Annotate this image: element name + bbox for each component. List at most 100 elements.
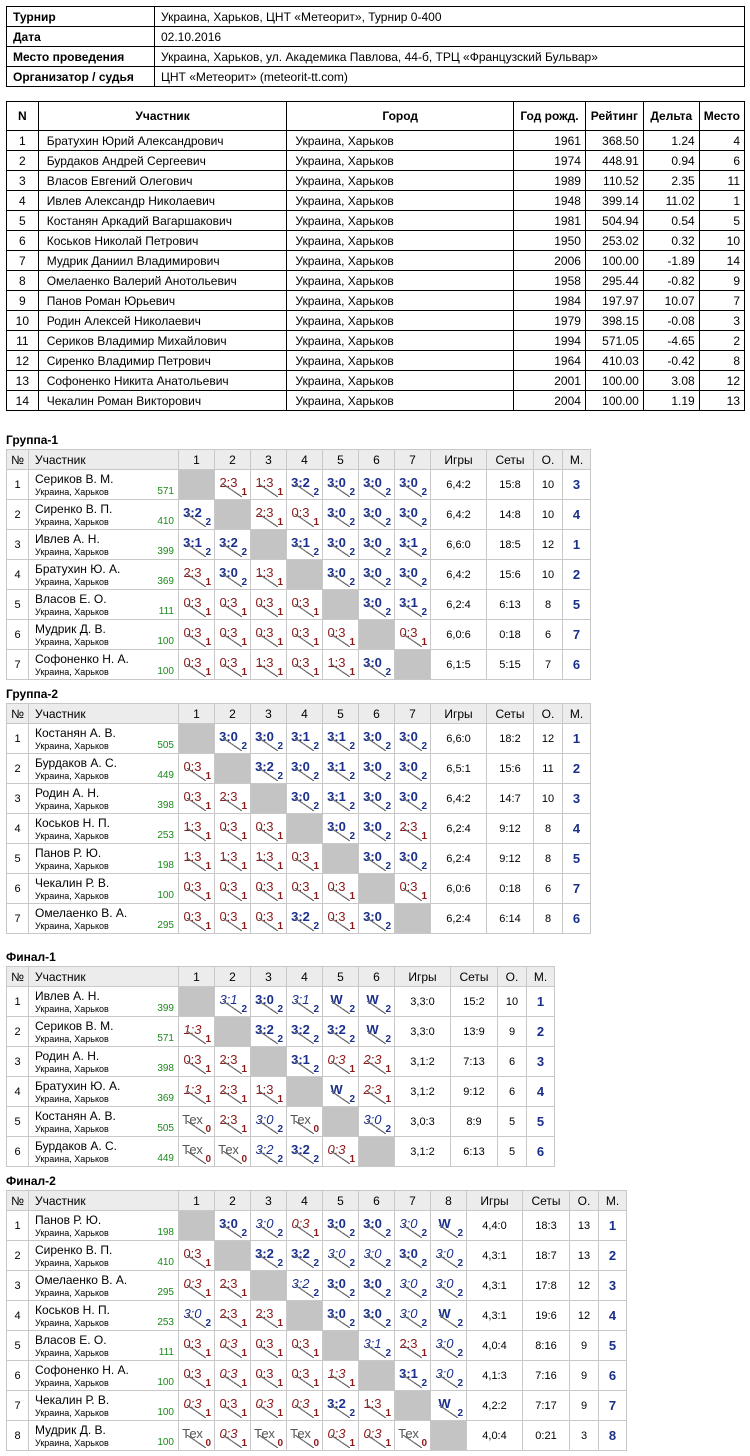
result-slash: [295, 1225, 314, 1238]
result-slash: [187, 1151, 206, 1164]
result-slash: [187, 918, 206, 931]
participant-cell: 571.05: [584, 330, 644, 351]
match-result-cell: 0:3 1: [286, 499, 323, 530]
result-points: 2: [421, 607, 427, 618]
result-points: 2: [385, 517, 391, 528]
participant-cell: Украина, Харьков: [286, 370, 515, 391]
result-points: 1: [277, 667, 283, 678]
player-rating: 410: [157, 516, 174, 527]
group-row: 6 Чекалин Р. В. Украина, Харьков 100 0:3 1 0:3…: [6, 873, 591, 904]
match-result-cell: Тех 0: [250, 1420, 287, 1451]
sets-stat: 17:8: [522, 1270, 570, 1301]
participant-cell: 1948: [513, 190, 586, 211]
match-result-cell: 0:3 1: [214, 649, 251, 680]
result-slash: [223, 1151, 242, 1164]
participant-cell: Украина, Харьков: [286, 150, 515, 171]
group-header-row: № Участник 1 2 3 4 5 6 7 Игры Сеты О. М.: [6, 449, 591, 470]
result-slash: [259, 768, 278, 781]
result-slash: [331, 798, 350, 811]
place-stat: 5: [526, 1106, 555, 1137]
player-name: Панов Р. Ю.: [35, 1213, 102, 1227]
row-number: 3: [6, 1046, 29, 1077]
result-points: 2: [277, 1154, 283, 1165]
info-row: Организатор / судья ЦНТ «Метеорит» (meteo…: [6, 66, 745, 87]
match-result-cell: 1:3 1: [250, 649, 287, 680]
result-slash: [295, 1375, 314, 1388]
match-result-cell: 3:0 2: [250, 1210, 287, 1241]
place-stat: 2: [526, 1016, 555, 1047]
match-result-cell: 0:3 1: [250, 1360, 287, 1391]
player-cell: Братухин Ю. А. Украина, Харьков 369: [28, 1076, 179, 1107]
result-points: 1: [277, 1408, 283, 1419]
result-points: 1: [241, 1064, 247, 1075]
result-slash: [295, 1345, 314, 1358]
result-points: 1: [349, 1438, 355, 1449]
match-result-cell: 3:0 2: [430, 1330, 467, 1361]
group-header-cell: 7: [394, 449, 431, 470]
sets-stat: 18:3: [522, 1210, 570, 1241]
match-result-cell: 0:3 1: [214, 1360, 251, 1391]
result-points: 2: [349, 1034, 355, 1045]
group-row: 2 Сиренко В. П. Украина, Харьков 410 3:2 2 2:3…: [6, 499, 591, 530]
place-stat: 6: [562, 903, 591, 934]
result-points: 2: [277, 1228, 283, 1239]
group-row: 4 Коськов Н. П. Украина, Харьков 253 1:3 1 0:3…: [6, 813, 591, 844]
result-points: 1: [205, 1034, 211, 1045]
self-match-cell: [358, 619, 395, 650]
place-stat: 2: [562, 559, 591, 590]
match-result-cell: 0:3 1: [322, 1420, 359, 1451]
participant-cell: Сериков Владимир Михайлович: [37, 330, 288, 351]
match-result-cell: 2:3 1: [214, 1300, 251, 1331]
sets-stat: 19:6: [522, 1300, 570, 1331]
match-result-cell: 3:0 2: [358, 783, 395, 814]
group-row: 1 Ивлев А. Н. Украина, Харьков 399 3:1 2 3:0 2 3…: [6, 986, 555, 1017]
games-stat: 6,1:5: [430, 649, 487, 680]
self-match-cell: [358, 1136, 395, 1167]
sets-stat: 7:16: [522, 1360, 570, 1391]
self-match-cell: [358, 1360, 395, 1391]
result-points: 1: [241, 1378, 247, 1389]
points-stat: 12: [569, 1300, 599, 1331]
match-result-cell: 3:0 2: [322, 529, 359, 560]
participant-cell: 295.44: [584, 270, 644, 291]
participant-cell: Панов Роман Юрьевич: [37, 290, 288, 311]
player-city: Украина, Харьков: [35, 1004, 109, 1014]
participant-cell: Софоненко Никита Анатольевич: [37, 370, 288, 391]
place-stat: 2: [562, 753, 591, 784]
result-slash: [295, 1121, 314, 1134]
player-city: Украина, Харьков: [35, 1288, 109, 1298]
result-slash: [331, 828, 350, 841]
result-slash: [295, 604, 314, 617]
player-name: Чекалин Р. В.: [35, 876, 110, 890]
result-slash: [259, 1121, 278, 1134]
result-slash: [367, 1435, 386, 1448]
result-slash: [367, 1255, 386, 1268]
self-match-cell: [394, 1390, 431, 1421]
group-header-cell: 6: [358, 703, 395, 724]
participant-cell: 1974: [513, 150, 586, 171]
games-stat: 6,2:4: [430, 843, 487, 874]
result-slash: [331, 634, 350, 647]
result-slash: [187, 888, 206, 901]
games-stat: 4,0:4: [466, 1420, 523, 1451]
player-cell: Панов Р. Ю. Украина, Харьков 198: [28, 1210, 179, 1241]
match-result-cell: 3:0 2: [214, 559, 251, 590]
group-row: 1 Сериков В. М. Украина, Харьков 571 2:3 1 1:3…: [6, 469, 591, 500]
match-result-cell: 0:3 1: [322, 619, 359, 650]
player-city: Украина, Харьков: [35, 1064, 109, 1074]
match-result-cell: 0:3 1: [250, 873, 287, 904]
result-slash: [259, 1375, 278, 1388]
group-title: Группа-2: [6, 687, 59, 701]
group-header-cell: Участник: [28, 966, 179, 987]
player-rating: 100: [157, 1437, 174, 1448]
match-result-cell: 2:3 1: [358, 1046, 395, 1077]
result-slash: [331, 768, 350, 781]
result-slash: [187, 1255, 206, 1268]
result-points: 2: [277, 1258, 283, 1269]
result-points: 1: [313, 861, 319, 872]
info-value: Украина, Харьков, ул. Академика Павлова,…: [154, 46, 745, 67]
match-result-cell: 0:3 1: [178, 1330, 215, 1361]
games-stat: 6,6:0: [430, 723, 487, 754]
row-number: 5: [6, 1106, 29, 1137]
